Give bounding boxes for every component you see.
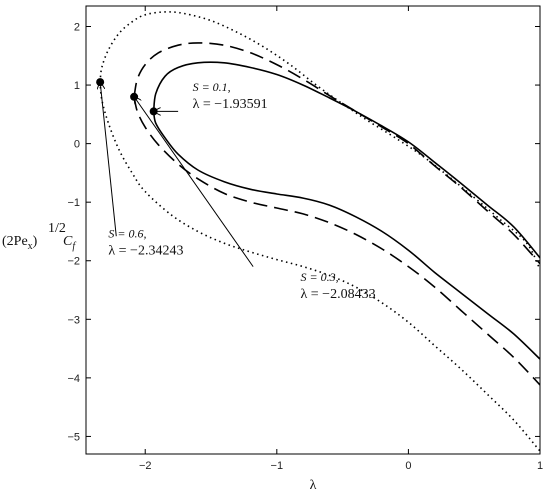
plot-area-frame <box>85 5 541 455</box>
x-tick-label: 1 <box>537 460 543 472</box>
annotation-arrow <box>134 97 254 267</box>
annotation-s-value: S = 0.6, <box>108 226 146 240</box>
annotation-s-value: S = 0.1, <box>193 80 231 94</box>
y-label-sub-f: f <box>72 241 76 252</box>
y-label-base: (2Pe <box>2 234 28 249</box>
turning-point-marker <box>96 78 105 87</box>
x-tick-label: −1 <box>271 460 284 472</box>
y-axis-label: (2Pex) 1/2 Cf <box>2 221 76 252</box>
annotation-arrow <box>100 82 117 237</box>
y-label-sub-x: x <box>28 241 33 252</box>
y-label-c: C <box>63 234 73 249</box>
annotation-lambda-value: λ = −2.34243 <box>108 243 183 258</box>
solid-curve-lower-branch <box>152 111 541 360</box>
annotations-group: S = 0.1, λ = −1.93591 S = 0.6, λ = −2.34243… <box>100 80 376 302</box>
y-tick-label: 2 <box>74 21 80 33</box>
turning-point-marker <box>149 107 158 116</box>
y-tick-label: −2 <box>67 256 80 268</box>
annotation-s-value: S = 0.3, <box>300 270 338 284</box>
curves-group <box>99 11 541 452</box>
x-tick-label: 0 <box>405 460 411 472</box>
y-label-exponent: 1/2 <box>48 221 66 236</box>
turning-point-marker <box>130 92 139 101</box>
y-tick-label: 0 <box>74 139 80 151</box>
dashed-curve-upper-branch <box>133 42 541 265</box>
y-tick-label: 1 <box>74 80 80 92</box>
y-tick-label: −4 <box>67 373 80 385</box>
solid-curve-upper-branch <box>152 61 541 259</box>
svg-text:(2Pex): (2Pex) <box>2 234 38 252</box>
dashed-curve-lower-branch <box>133 96 541 386</box>
y-label-close: ) <box>33 234 38 249</box>
svg-text:Cf: Cf <box>63 234 76 252</box>
y-tick-label: −5 <box>67 431 80 443</box>
dotted-curve-lower-branch <box>99 82 541 452</box>
x-axis-label: λ <box>310 478 317 493</box>
points-group <box>96 78 158 116</box>
x-tick-label: −2 <box>139 460 152 472</box>
y-tick-label: −3 <box>67 314 80 326</box>
y-tick-label: −1 <box>67 197 80 209</box>
annotation-lambda-value: λ = −2.08433 <box>300 287 375 302</box>
annotation-lambda-value: λ = −1.93591 <box>193 97 268 112</box>
ticks-group: −2 −1 0 1 −5 −4 −3 −2 −1 0 1 2 <box>67 6 543 472</box>
